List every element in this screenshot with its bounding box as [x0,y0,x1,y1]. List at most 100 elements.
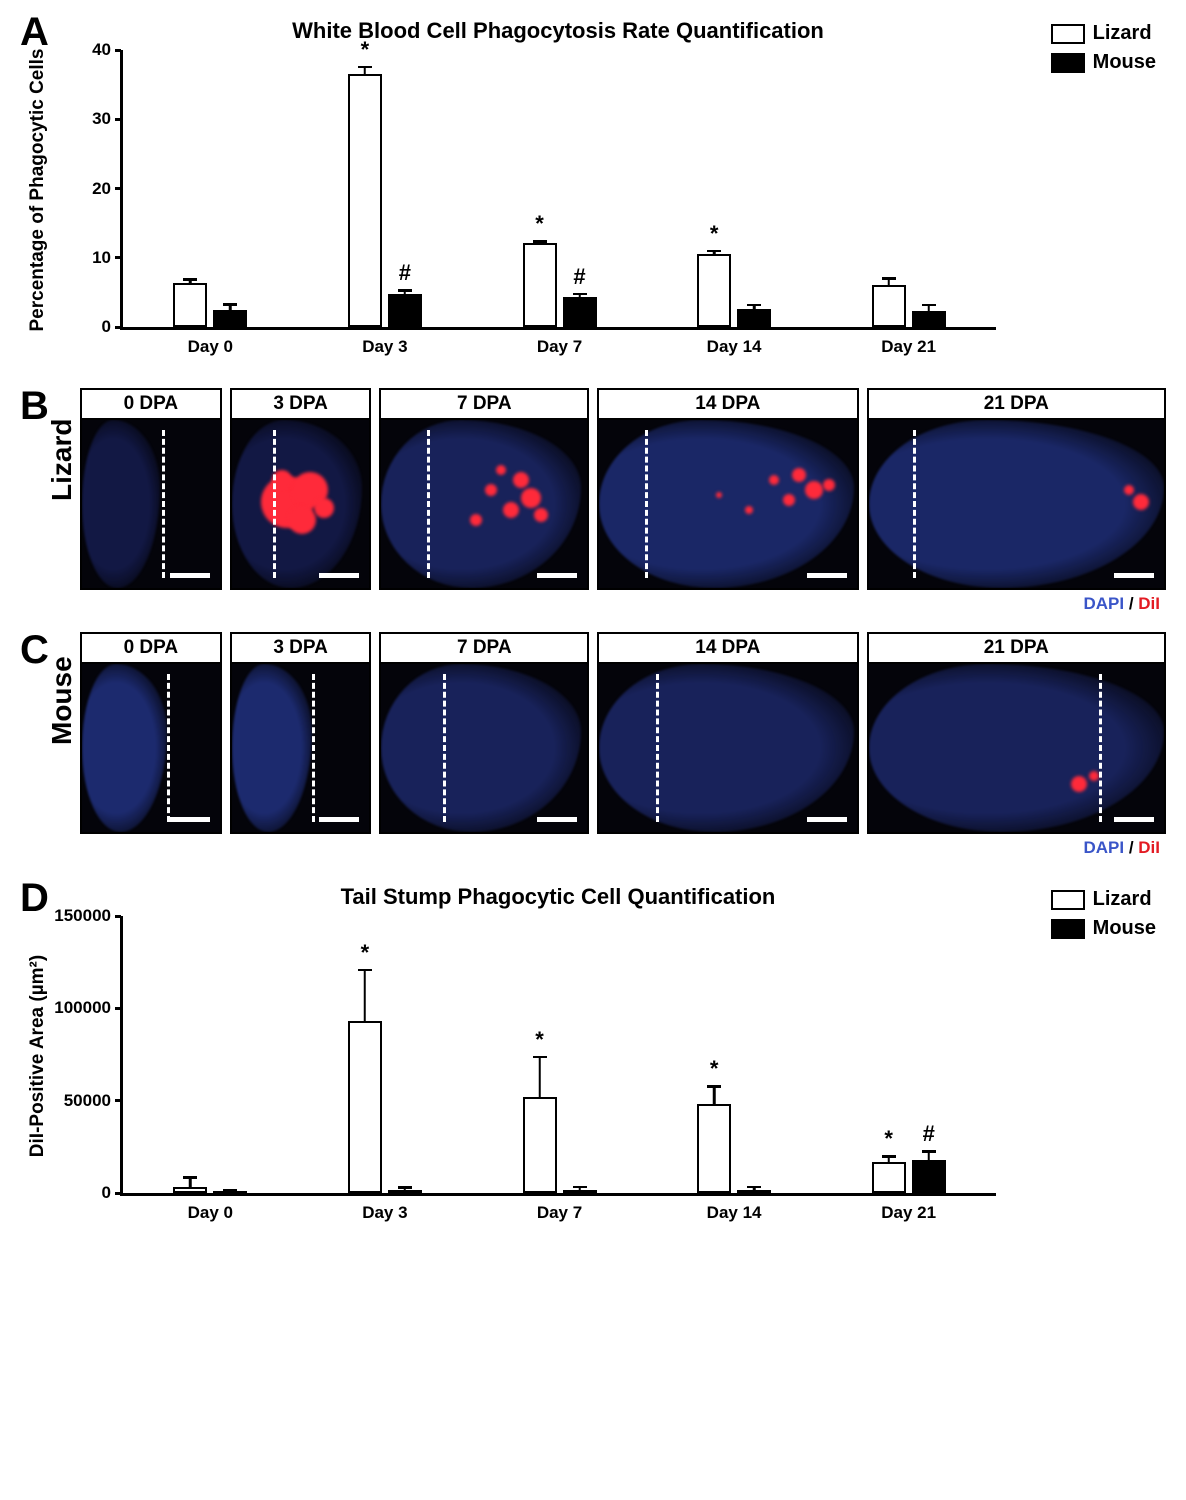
panel-B-row: 0 DPA3 DPA7 DPA14 DPA21 DPA [80,388,1166,590]
micrograph-image [869,664,1164,832]
mouse-bar: # [563,297,597,327]
dil-signal [783,494,795,506]
legend-swatch-lizard [1051,890,1085,910]
legend-label-lizard: Lizard [1093,888,1152,911]
lizard-bar [872,285,906,327]
bar-group [872,285,946,327]
tissue-region [869,664,1164,832]
amputation-plane-line [273,430,276,578]
micrograph-header: 7 DPA [381,634,587,664]
panel-C-rowlabel: Mouse [46,656,78,745]
scale-bar [1114,817,1154,822]
panel-D-chart: Tail Stump Phagocytic Cell Quantificatio… [20,876,1166,1236]
bar-group: *# [348,74,422,327]
micrograph: 14 DPA [597,632,859,834]
scale-bar [319,573,359,578]
stain-dil: DiI [1138,838,1160,857]
amputation-plane-line [913,430,916,578]
significance-marker: * [535,211,544,237]
bar-group: *# [872,1160,946,1193]
bar-group [173,283,247,327]
bar-group: * [348,1021,422,1193]
lizard-bar: * [523,1097,557,1193]
significance-marker: # [923,1121,935,1147]
dil-signal [805,481,823,499]
legend-item-mouse: Mouse [1051,51,1156,74]
legend-item-lizard: Lizard [1051,22,1156,45]
legend-item-mouse: Mouse [1051,917,1156,940]
dil-signal [792,468,806,482]
tissue-region [599,420,854,588]
bar-group: * [697,254,771,327]
amputation-plane-line [427,430,430,578]
panel-D-title: Tail Stump Phagocytic Cell Quantificatio… [120,884,996,910]
mouse-bar [213,1191,247,1193]
dil-signal [288,506,316,534]
ytick [115,187,121,190]
micrograph-image [82,420,220,588]
ytick-label: 150000 [54,906,111,926]
stain-sep: / [1129,838,1138,857]
bar-group: * [523,1097,597,1193]
micrograph-image [232,420,370,588]
tissue-region [599,664,854,832]
stain-dapi: DAPI [1083,838,1124,857]
dil-signal [1071,776,1087,792]
scale-bar [537,817,577,822]
lizard-bar: * [697,254,731,327]
tissue-region [381,664,581,832]
micrograph-image [599,420,857,588]
scale-bar [319,817,359,822]
panel-D-ylabel: DiI-Positive Area (µm²) [27,955,49,1157]
legend-label-mouse: Mouse [1093,917,1156,940]
mouse-bar [563,1190,597,1193]
lizard-bar: * [697,1104,731,1193]
micrograph-header: 21 DPA [869,390,1164,420]
panel-B-wrap: Lizard 0 DPA3 DPA7 DPA14 DPA21 DPA DAPI … [20,388,1166,614]
mouse-bar [213,310,247,327]
ytick-label: 0 [102,1183,111,1203]
tissue-region [232,664,312,832]
panel-C: C Mouse 0 DPA3 DPA7 DPA14 DPA21 DPA DAPI… [20,632,1166,858]
significance-marker: * [884,1126,893,1152]
panel-C-wrap: Mouse 0 DPA3 DPA7 DPA14 DPA21 DPA DAPI /… [20,632,1166,858]
panel-A-label: A [20,10,49,55]
amputation-plane-line [167,674,170,822]
micrograph: 0 DPA [80,388,222,590]
legend-item-lizard: Lizard [1051,888,1156,911]
ytick [115,1007,121,1010]
panel-A-plotarea: 010203040Day 0*#Day 3*#Day 7*Day 14Day 2… [120,50,996,330]
x-category-label: Day 0 [188,337,233,357]
mouse-bar [737,1190,771,1193]
amputation-plane-line [443,674,446,822]
amputation-plane-line [312,674,315,822]
micrograph-header: 3 DPA [232,634,370,664]
mouse-bar [388,1190,422,1193]
ytick-label: 20 [92,179,111,199]
mouse-bar [737,309,771,327]
panel-D: D Tail Stump Phagocytic Cell Quantificat… [20,876,1166,1236]
panel-B-label: B [20,384,49,429]
panel-A-title: White Blood Cell Phagocytosis Rate Quant… [120,18,996,44]
panel-B-rowlabel: Lizard [46,419,78,501]
scale-bar [807,573,847,578]
x-category-label: Day 3 [362,1203,407,1223]
ytick-label: 40 [92,40,111,60]
legend-swatch-mouse [1051,53,1085,73]
micrograph-image [381,664,587,832]
dil-signal [1089,771,1099,781]
dil-signal [314,498,334,518]
micrograph: 21 DPA [867,388,1166,590]
micrograph-header: 14 DPA [599,390,857,420]
legend-swatch-mouse [1051,919,1085,939]
micrograph: 3 DPA [230,632,372,834]
legend-label-mouse: Mouse [1093,51,1156,74]
micrograph-image [232,664,370,832]
mouse-bar: # [912,1160,946,1193]
lizard-bar: * [523,243,557,327]
dil-signal [823,479,835,491]
dil-signal [1124,485,1134,495]
x-category-label: Day 21 [881,1203,936,1223]
micrograph: 7 DPA [379,632,589,834]
x-category-label: Day 7 [537,1203,582,1223]
